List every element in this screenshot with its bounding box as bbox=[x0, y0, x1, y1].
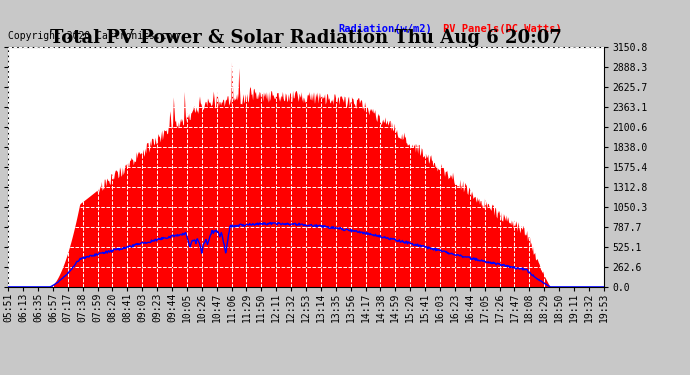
Text: PV Panels(DC Watts): PV Panels(DC Watts) bbox=[443, 24, 562, 34]
Text: Copyright 2020 Cartronics.com: Copyright 2020 Cartronics.com bbox=[8, 32, 179, 41]
Text: Radiation(w/m2): Radiation(w/m2) bbox=[339, 24, 433, 34]
Title: Total PV Power & Solar Radiation Thu Aug 6 20:07: Total PV Power & Solar Radiation Thu Aug… bbox=[50, 29, 562, 47]
